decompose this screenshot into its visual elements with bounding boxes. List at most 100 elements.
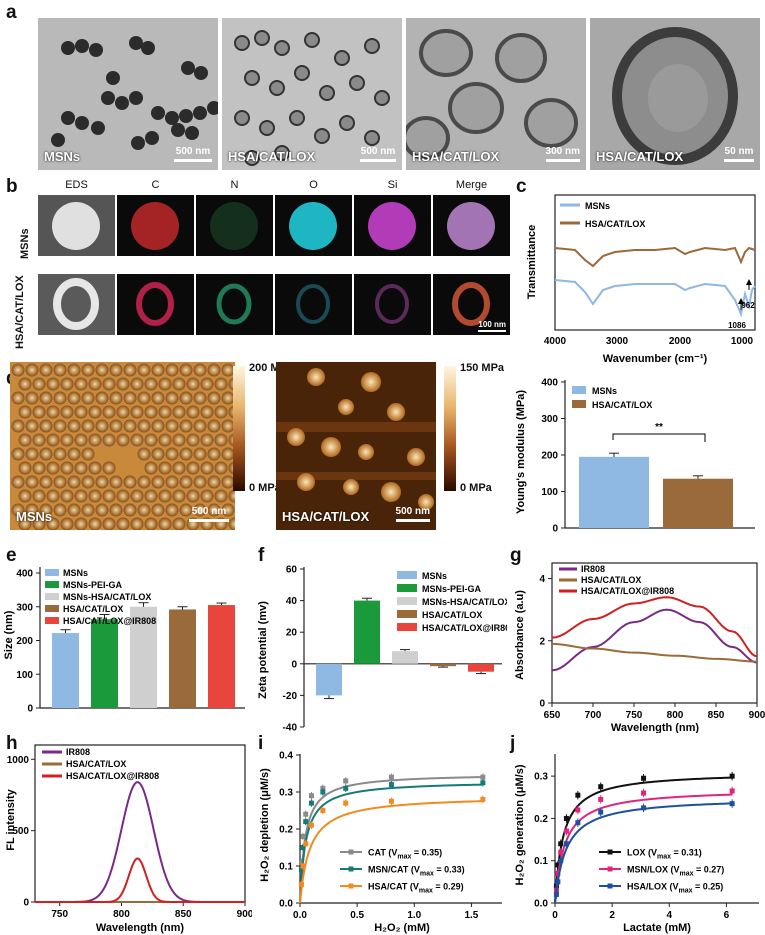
eds-col-header: EDS — [65, 179, 88, 191]
afm-particle — [46, 461, 60, 475]
x-tick-label: 900 — [749, 710, 765, 721]
x-tick-label: 0.0 — [293, 910, 307, 921]
bar-0 — [52, 633, 79, 708]
afm-particle — [46, 405, 60, 419]
y-axis-label: Zeta potential (mv) — [257, 601, 269, 699]
scale-bar: 500 nm — [189, 506, 229, 522]
data-point — [300, 845, 306, 850]
eds-row-label: HSA/CAT/LOX — [14, 275, 26, 349]
afm-particle — [221, 447, 235, 461]
x-axis-label: Wavelength (nm) — [96, 922, 185, 934]
afm-particle — [25, 419, 39, 433]
chart-zeta: Zeta potential (mv) -40 -20 0 20 40 60 MSNs MSN… — [257, 565, 507, 734]
afm-particle — [53, 503, 67, 517]
tem-image-hsa-1: HSA/CAT/LOX 500 nm — [222, 18, 402, 170]
afm-particle — [158, 461, 172, 475]
afm-particle — [102, 517, 116, 530]
legend-label: MSNs-PEI-GA — [63, 580, 123, 590]
significance-bracket — [612, 433, 706, 442]
fit-curve-0 — [554, 776, 733, 904]
afm-particle — [186, 377, 200, 391]
afm-particle — [172, 433, 186, 447]
data-point — [558, 841, 564, 847]
legend-marker — [348, 866, 354, 872]
afm-particle — [25, 503, 39, 517]
afm-particle — [88, 461, 102, 475]
eds-hsa-si — [354, 274, 431, 335]
afm-particle — [151, 447, 165, 461]
afm-particle — [67, 447, 81, 461]
data-point — [598, 796, 604, 802]
legend-label: MSN/CAT (Vmax = 0.33) — [368, 865, 465, 878]
y-tick-label: 1000 — [7, 755, 30, 766]
x-tick-label: 1.5 — [464, 910, 478, 921]
afm-particle — [67, 475, 81, 489]
afm-particle — [25, 391, 39, 405]
tem-particles-hsa-2 — [406, 29, 578, 160]
x-tick-label: 800 — [113, 909, 130, 920]
afm-particle — [11, 363, 25, 377]
afm-particle — [53, 419, 67, 433]
x-tick-label: 850 — [708, 710, 725, 721]
x-tick-label: 650 — [544, 710, 561, 721]
eds-hsa-c — [117, 274, 194, 335]
data-point — [558, 858, 564, 864]
data-point — [480, 780, 486, 786]
y-tick-label: 0 — [27, 704, 33, 715]
eds-hsa-o — [275, 274, 352, 335]
legend-label: HSA/CAT/LOX — [63, 604, 123, 614]
series-line-1 — [551, 642, 758, 663]
afm-particle — [46, 517, 60, 530]
tem-label: MSNs — [44, 149, 81, 164]
afm-particle — [25, 447, 39, 461]
afm-particle — [123, 363, 137, 377]
afm-particle — [116, 377, 130, 391]
afm-particle — [18, 517, 32, 530]
legend-marker — [607, 849, 613, 855]
y-axis-label: Absorbance (a.u) — [514, 590, 526, 680]
eds-msns-o — [275, 195, 352, 256]
y-tick-label: 400 — [16, 569, 33, 580]
data-point — [598, 784, 604, 790]
chart-youngs-modulus: Young's modulus (MPa) 0 100 200 300 400 MSNs… — [515, 378, 755, 535]
y-tick-label: 0 — [23, 898, 29, 909]
afm-particle — [144, 405, 158, 419]
data-point — [555, 862, 561, 868]
data-point — [343, 800, 349, 806]
eds-hsa-haadf — [38, 274, 115, 335]
afm-particle — [193, 447, 207, 461]
data-point — [303, 811, 309, 817]
data-point — [641, 805, 647, 811]
afm-particle — [144, 461, 158, 475]
eds-hsa-n — [196, 274, 273, 335]
legend-label: HSA/LOX (Vmax = 0.25) — [627, 882, 723, 895]
bar-0 — [316, 663, 342, 696]
legend-swatch — [45, 617, 59, 624]
afm-particle — [214, 433, 228, 447]
bar-0 — [579, 456, 649, 528]
afm-particle — [207, 475, 221, 489]
panel-letter-j: j — [510, 733, 516, 754]
afm-particle — [165, 503, 179, 517]
data-point — [563, 815, 569, 821]
eds-msns-si — [354, 195, 431, 256]
afm-particle — [102, 461, 116, 475]
y-axis-label: Transmittance — [526, 225, 538, 300]
significance-label: ** — [655, 422, 663, 433]
legend-label: MSNs — [592, 386, 617, 396]
legend-label: MSNs — [63, 568, 88, 578]
y-tick-label: 2 — [539, 636, 545, 647]
y-axis-label: H₂O₂ generation (μM/s) — [514, 764, 526, 885]
afm-particle — [109, 503, 123, 517]
afm-particle — [200, 433, 214, 447]
afm-particle — [158, 517, 172, 530]
afm-particle — [88, 377, 102, 391]
tem-image-hsa-3: HSA/CAT/LOX 50 nm — [590, 18, 760, 170]
fit-curve-1 — [554, 793, 733, 904]
bar-4 — [208, 605, 235, 708]
afm-particle — [221, 475, 235, 489]
panel-letter-a: a — [6, 2, 17, 23]
x-tick: 3000 — [606, 336, 629, 347]
x-tick-label: 4 — [667, 910, 673, 921]
y-tick-label: 0 — [291, 659, 297, 670]
